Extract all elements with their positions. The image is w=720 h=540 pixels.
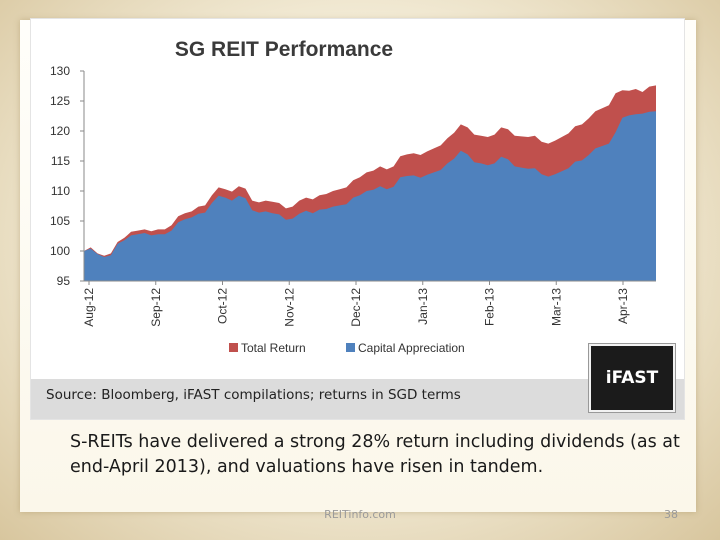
page-number: 38 [664, 508, 678, 521]
x-tick-label: Dec-12 [349, 288, 363, 327]
chart-title: SG REIT Performance [175, 38, 393, 61]
source-text: Source: Bloomberg, iFAST compilations; r… [46, 387, 461, 403]
y-tick-label: 105 [50, 214, 70, 228]
x-tick-label: Feb-13 [483, 288, 497, 326]
legend-swatch [229, 343, 238, 352]
x-tick-label: Nov-12 [282, 288, 296, 327]
legend-swatch [346, 343, 355, 352]
y-tick-label: 110 [51, 184, 70, 198]
y-tick-label: 120 [50, 124, 70, 138]
y-tick-label: 115 [51, 154, 70, 168]
slide-caption: S-REITs have delivered a strong 28% retu… [70, 432, 680, 477]
x-tick-label: Sep-12 [149, 288, 163, 327]
source-bar [31, 379, 684, 419]
y-tick-label: 95 [57, 274, 71, 288]
footer-site: REITinfo.com [324, 508, 396, 521]
ifast-logo: iFAST [588, 343, 676, 413]
x-tick-label: Aug-12 [82, 288, 96, 327]
y-tick-label: 100 [50, 244, 70, 258]
chart-svg: SG REIT Performance 95 100 105 110 115 120 125… [50, 38, 656, 355]
y-tick-label: 125 [50, 94, 70, 108]
x-tick-label: Mar-13 [549, 288, 563, 326]
x-tick-label: Oct-12 [216, 288, 230, 324]
series-area-capital-appreciation [84, 111, 656, 281]
legend-label: Capital Appreciation [358, 341, 465, 355]
x-tick-label: Jan-13 [416, 288, 430, 325]
x-tick-label: Apr-13 [616, 288, 630, 324]
chart-frame: SG REIT Performance 95 100 105 110 115 120 125… [30, 18, 685, 420]
y-tick-label: 130 [50, 64, 70, 78]
legend-label: Total Return [241, 341, 306, 355]
